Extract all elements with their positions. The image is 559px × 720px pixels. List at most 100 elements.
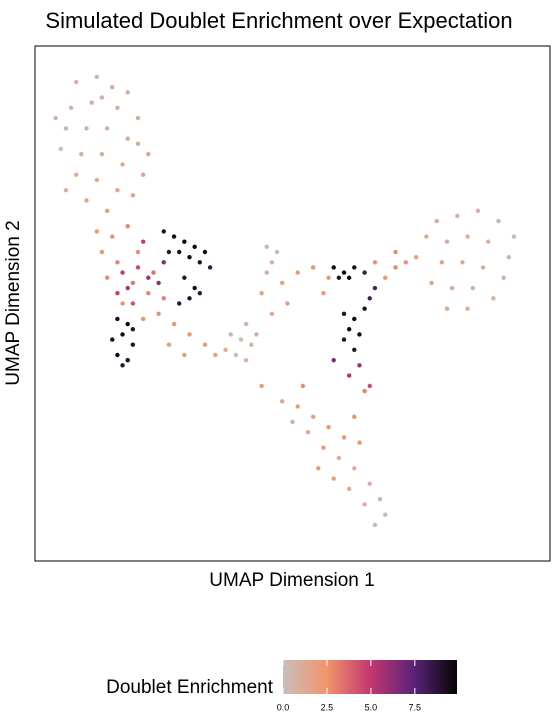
point <box>269 260 275 265</box>
point <box>228 332 233 337</box>
point <box>383 512 388 517</box>
point <box>130 301 136 306</box>
point <box>393 265 398 270</box>
point <box>280 280 285 286</box>
point <box>486 239 491 244</box>
point <box>449 285 455 291</box>
point <box>465 306 470 311</box>
point <box>182 275 187 280</box>
point <box>331 265 336 270</box>
point <box>120 301 125 306</box>
point <box>94 229 100 234</box>
point <box>197 260 202 265</box>
point <box>321 291 326 296</box>
point <box>352 265 357 270</box>
point <box>120 162 125 167</box>
point <box>362 502 367 507</box>
point <box>357 332 362 337</box>
point <box>104 126 110 131</box>
point <box>177 249 182 255</box>
point <box>372 285 378 291</box>
point <box>161 296 166 301</box>
point <box>341 270 347 275</box>
point <box>455 213 460 219</box>
point <box>254 332 259 337</box>
point <box>79 151 84 157</box>
point <box>439 260 445 265</box>
point <box>99 249 105 255</box>
point <box>104 208 110 213</box>
point <box>187 332 192 337</box>
point <box>63 126 69 131</box>
point <box>89 100 94 105</box>
point <box>146 275 151 280</box>
point <box>115 291 120 296</box>
point <box>285 301 290 306</box>
point <box>120 270 125 275</box>
point <box>491 296 496 301</box>
point <box>362 306 367 311</box>
point <box>125 224 130 229</box>
point <box>259 383 264 389</box>
point <box>264 244 269 250</box>
point <box>413 254 419 260</box>
point <box>238 337 244 342</box>
point <box>280 399 285 404</box>
colorbar-tick-label: 2.5 <box>321 702 334 712</box>
point <box>187 254 192 260</box>
point <box>383 275 388 280</box>
point <box>171 321 177 327</box>
point <box>166 249 172 255</box>
point <box>130 193 136 198</box>
point <box>135 141 141 147</box>
point <box>336 275 342 280</box>
point <box>58 146 63 152</box>
point <box>295 404 300 409</box>
point <box>161 260 166 265</box>
point <box>130 280 136 286</box>
point <box>249 342 254 347</box>
point <box>99 151 105 157</box>
point <box>264 270 269 275</box>
point <box>326 424 331 430</box>
point <box>331 476 336 481</box>
point <box>135 249 141 255</box>
point <box>166 342 172 347</box>
point <box>326 275 331 280</box>
point <box>94 74 100 80</box>
point <box>352 316 357 322</box>
colorbar-tick-label: 5.0 <box>365 702 378 712</box>
point <box>161 229 166 234</box>
point <box>151 270 156 275</box>
point <box>300 383 305 389</box>
point <box>367 296 372 301</box>
point <box>63 188 69 193</box>
point <box>140 172 146 177</box>
point <box>120 332 125 337</box>
point <box>187 296 192 301</box>
point <box>74 172 79 177</box>
point <box>68 105 74 111</box>
point <box>213 352 218 358</box>
point <box>120 363 125 368</box>
point <box>110 337 115 342</box>
point <box>341 311 347 316</box>
point <box>362 270 367 275</box>
point <box>182 239 187 244</box>
point <box>511 234 517 239</box>
point <box>372 260 378 265</box>
point <box>403 260 408 265</box>
point <box>146 151 151 157</box>
point <box>243 321 249 327</box>
point <box>444 306 450 311</box>
point <box>310 265 316 270</box>
plot-frame <box>34 45 551 562</box>
point <box>480 265 486 270</box>
point <box>341 435 347 440</box>
point <box>352 466 357 471</box>
point <box>99 95 105 100</box>
y-axis-label: UMAP Dimension 2 <box>3 220 24 385</box>
point <box>305 430 311 435</box>
point <box>372 522 378 528</box>
